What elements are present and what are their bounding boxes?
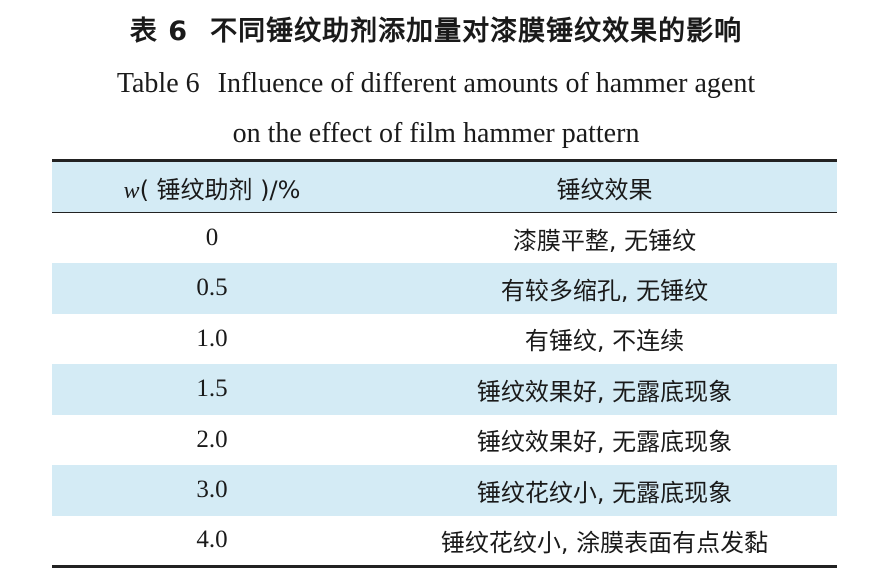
table-row: 3.0 锤纹花纹小, 无露底现象 [52,465,837,516]
cell-amount: 0 [205,224,219,251]
cell-amount: 2.0 [196,425,228,453]
cell-effect: 锤纹花纹小, 涂膜表面有点发黏 [372,515,837,568]
table-row: 1.0 有锤纹, 不连续 [52,314,837,365]
table-row: 4.0 锤纹花纹小, 涂膜表面有点发黏 [52,515,837,568]
cell-effect: 锤纹花纹小, 无露底现象 [476,478,733,507]
table-number-english: Table 6 [116,68,200,99]
table-row: 0.5 有较多缩孔, 无锤纹 [52,263,837,314]
cell-amount: 0.5 [196,274,228,302]
table-number-chinese: 表 6 [129,16,189,47]
header-amount-label: ( 锤纹助剂 )/% [139,175,301,204]
cell-amount: 1.5 [196,375,228,403]
table-row: 0 漆膜平整, 无锤纹 [52,213,837,264]
header-amount-variable: w [123,177,140,204]
table-title-english-line1: Table 6 Influence of different amounts of… [0,64,872,104]
cell-effect: 锤纹效果好, 无露底现象 [476,428,733,457]
table-caption-english-1: Influence of different amounts of hammer… [217,68,756,99]
cell-amount: 4.0 [52,515,372,568]
cell-amount: 1.0 [196,324,228,352]
cell-effect: 有较多缩孔, 无锤纹 [500,276,709,305]
header-effect: 锤纹效果 [372,159,837,213]
table-title-chinese: 表 6 不同锤纹助剂添加量对漆膜锤纹效果的影响 [0,12,872,52]
table-header-row: w( 锤纹助剂 )/% 锤纹效果 [52,159,837,213]
cell-effect: 锤纹效果好, 无露底现象 [476,377,733,406]
header-amount: w( 锤纹助剂 )/% [52,159,372,213]
table-caption-chinese: 不同锤纹助剂添加量对漆膜锤纹效果的影响 [210,16,743,47]
table-title-english-line2: on the effect of film hammer pattern [232,118,640,149]
cell-effect: 有锤纹, 不连续 [524,327,685,356]
table-row: 2.0 锤纹效果好, 无露底现象 [52,415,837,466]
results-table: w( 锤纹助剂 )/% 锤纹效果 0 漆膜平整, 无锤纹 0.5 有较多缩孔, 无锤纹… [52,159,837,568]
table-row: 1.5 锤纹效果好, 无露底现象 [52,364,837,415]
cell-amount: 3.0 [196,476,228,504]
cell-effect: 漆膜平整, 无锤纹 [512,226,697,255]
